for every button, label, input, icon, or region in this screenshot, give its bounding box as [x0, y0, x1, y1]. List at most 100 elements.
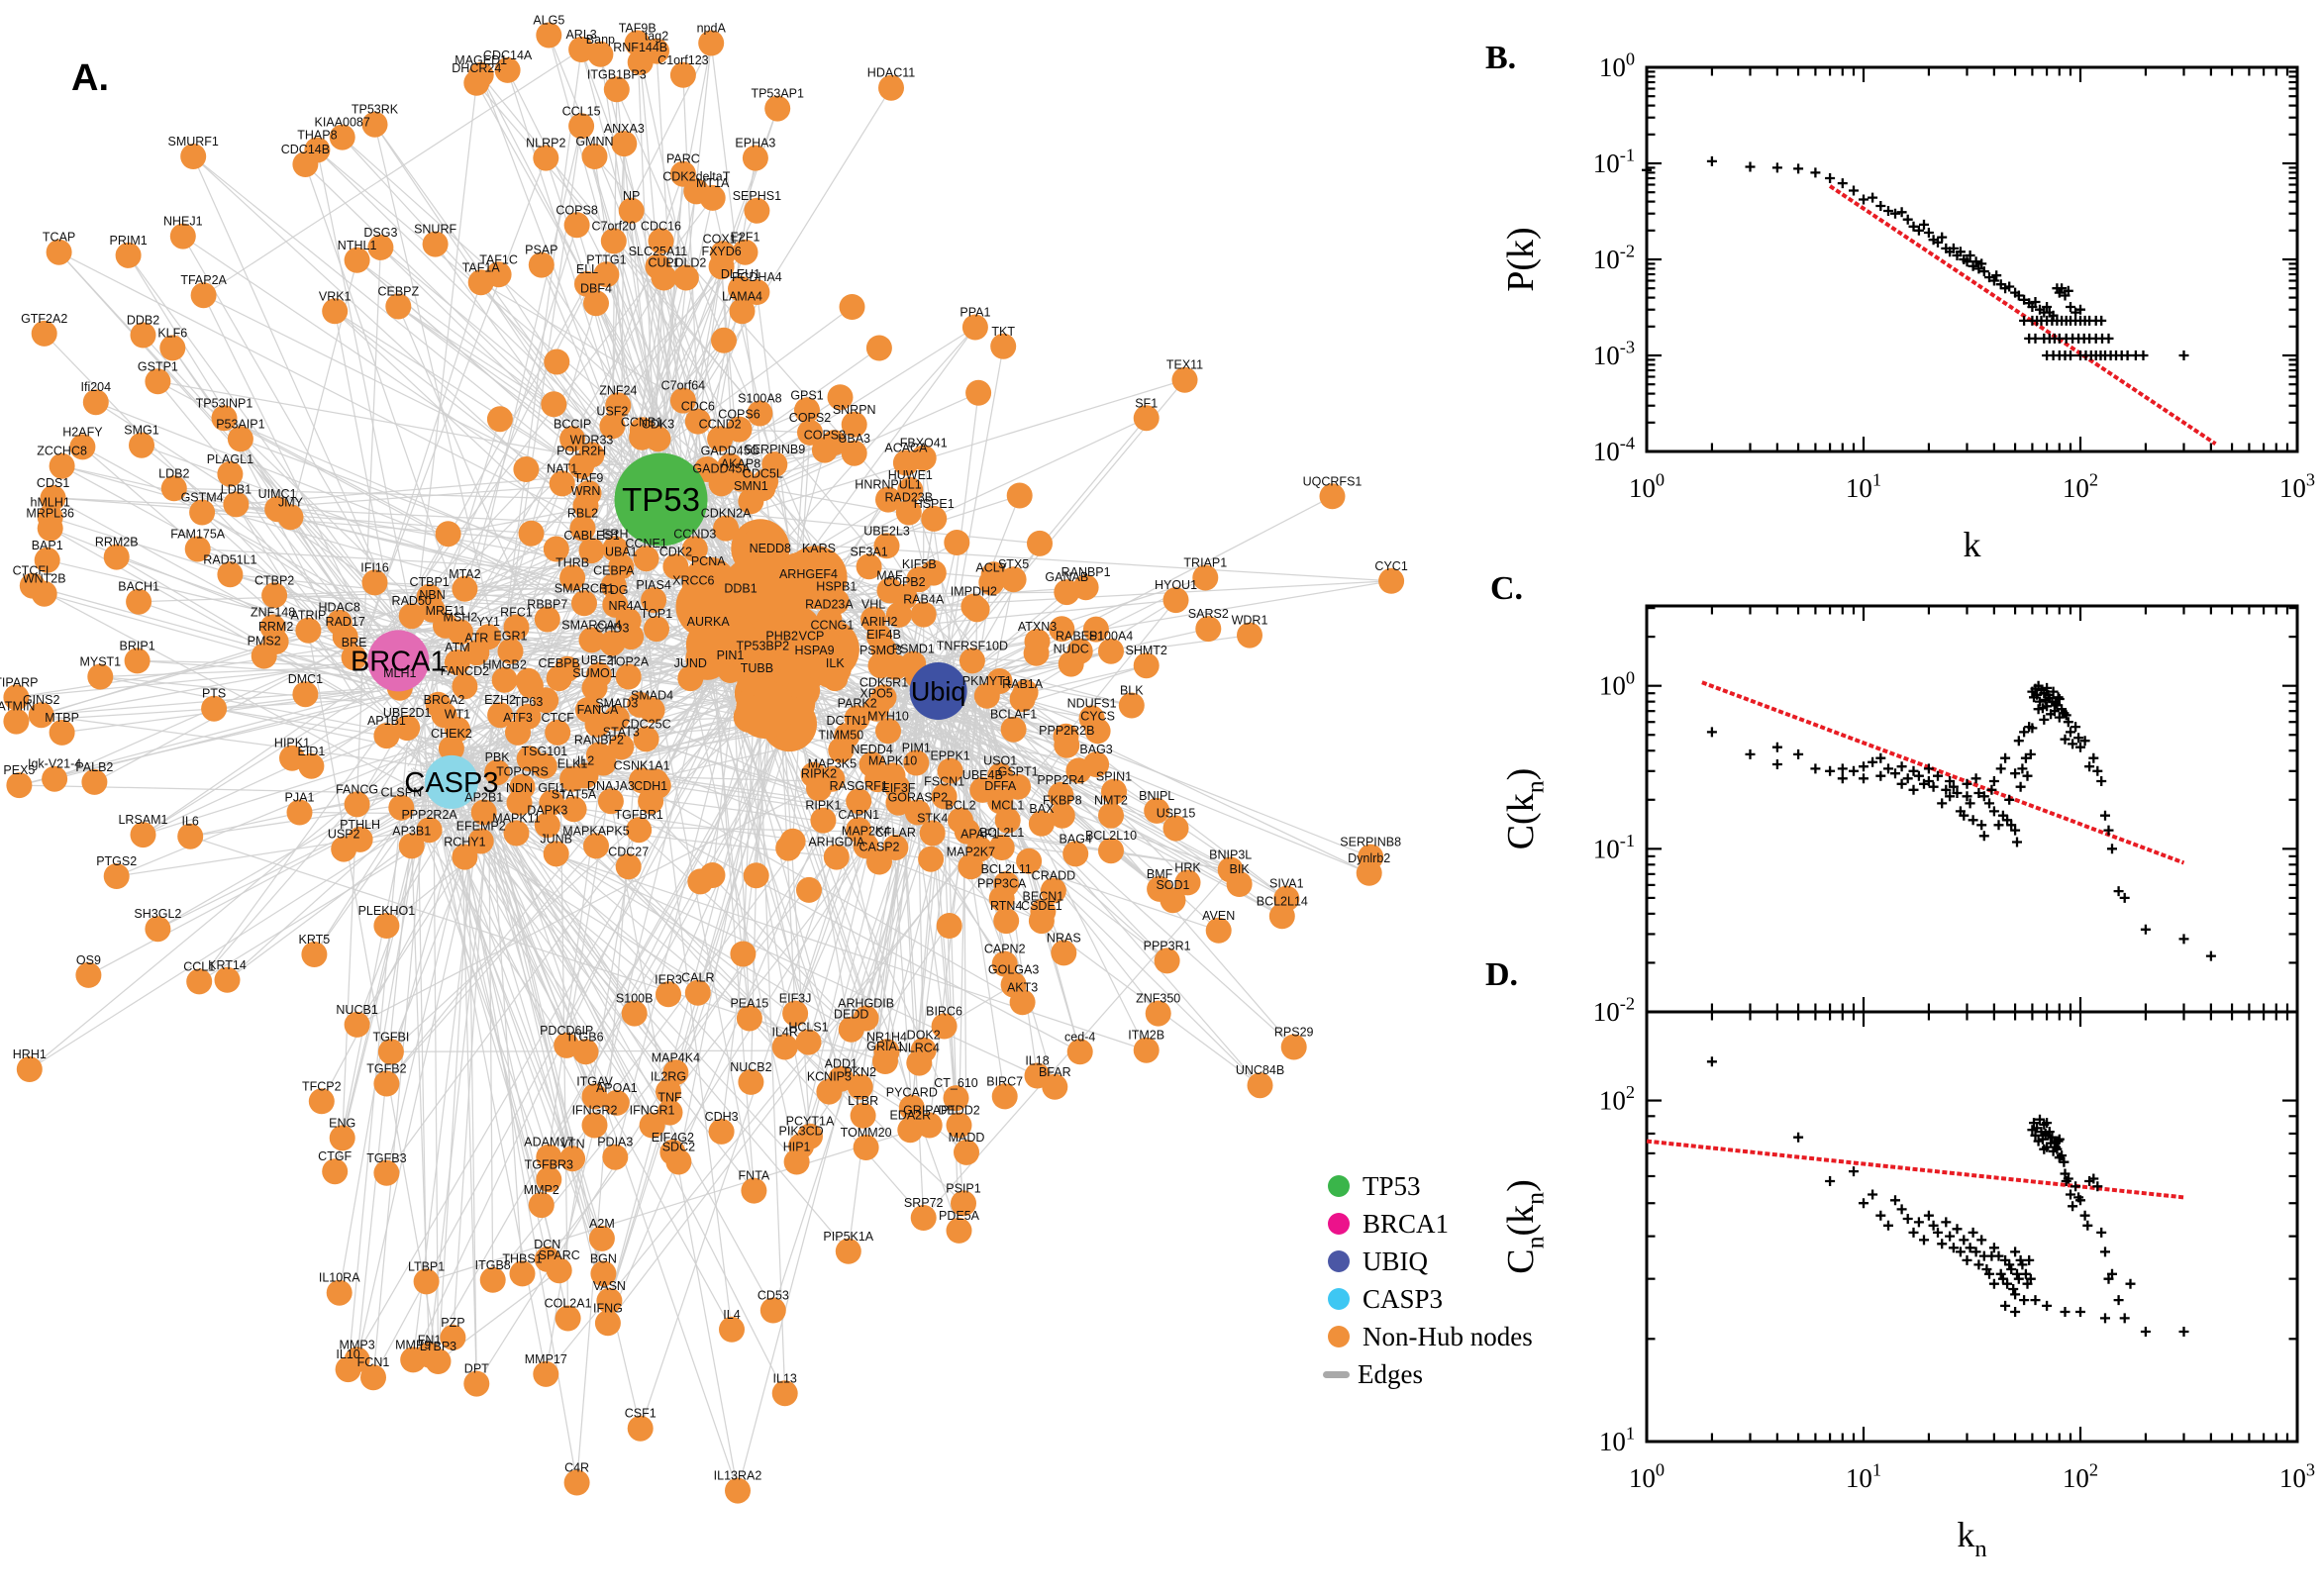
- svg-text:DLEU1: DLEU1: [721, 267, 760, 281]
- svg-text:TOPORS: TOPORS: [496, 765, 549, 779]
- svg-text:KLF6: KLF6: [157, 326, 187, 340]
- svg-text:TNF: TNF: [657, 1091, 682, 1105]
- svg-text:DHCR24: DHCR24: [452, 61, 501, 75]
- svg-text:RNF144B: RNF144B: [613, 41, 667, 54]
- svg-text:MAGED1: MAGED1: [454, 53, 507, 67]
- svg-text:RFC1: RFC1: [500, 606, 533, 620]
- svg-text:CABLES1: CABLES1: [563, 529, 619, 543]
- svg-text:MAPKAPK5: MAPKAPK5: [562, 824, 629, 838]
- svg-text:102: 102: [2063, 1460, 2098, 1493]
- svg-text:RAD23B: RAD23B: [884, 491, 933, 505]
- svg-text:IFI16: IFI16: [360, 560, 389, 574]
- legend-item-ubiq: UBIQ: [1328, 1243, 1533, 1280]
- svg-text:CCL15: CCL15: [562, 104, 601, 118]
- svg-text:TCAP: TCAP: [43, 231, 75, 245]
- svg-text:ATRIP: ATRIP: [290, 609, 326, 623]
- svg-text:HRK: HRK: [1174, 860, 1201, 874]
- svg-text:MT1A: MT1A: [696, 176, 730, 190]
- svg-text:EIF3J: EIF3J: [779, 992, 812, 1006]
- svg-text:CHD3: CHD3: [595, 622, 629, 636]
- svg-text:PTGS2: PTGS2: [96, 854, 137, 868]
- svg-text:tag2: tag2: [645, 30, 668, 44]
- svg-text:IFNG: IFNG: [593, 1301, 623, 1315]
- svg-text:NHEJ1: NHEJ1: [163, 215, 203, 229]
- svg-text:ADD1: ADD1: [825, 1057, 858, 1071]
- svg-text:MRE11: MRE11: [426, 604, 466, 618]
- svg-text:RRM2: RRM2: [258, 620, 293, 634]
- svg-text:MSH2: MSH2: [444, 610, 478, 624]
- svg-text:A2M: A2M: [589, 1217, 615, 1231]
- node-swatch-icon: [1328, 1175, 1350, 1197]
- svg-text:P(k): P(k): [1500, 227, 1542, 291]
- svg-text:CDC14B: CDC14B: [281, 143, 330, 156]
- svg-text:DAPK3: DAPK3: [527, 803, 567, 817]
- legend-item-label: TP53: [1363, 1170, 1421, 1201]
- svg-text:ZNF24: ZNF24: [599, 383, 637, 397]
- svg-text:CTGF: CTGF: [318, 1149, 352, 1163]
- svg-text:CCND2: CCND2: [699, 417, 742, 431]
- svg-text:npdA: npdA: [697, 22, 727, 36]
- svg-text:SMAD4: SMAD4: [631, 688, 673, 702]
- svg-text:EIF4G2: EIF4G2: [652, 1131, 694, 1145]
- svg-text:AURKA: AURKA: [687, 615, 731, 629]
- svg-text:HSPA9: HSPA9: [794, 644, 834, 657]
- svg-text:kn: kn: [1957, 1515, 1986, 1562]
- svg-text:RIPK1: RIPK1: [805, 799, 841, 813]
- svg-text:ARHGDIA: ARHGDIA: [808, 836, 865, 849]
- svg-text:MAPK11: MAPK11: [492, 812, 540, 826]
- svg-text:EIF3F: EIF3F: [881, 781, 915, 795]
- svg-text:HDAC11: HDAC11: [867, 66, 915, 80]
- svg-text:S100B: S100B: [616, 992, 654, 1006]
- svg-text:MMP2: MMP2: [524, 1183, 559, 1197]
- svg-text:PZP: PZP: [441, 1316, 464, 1330]
- svg-text:CASP2: CASP2: [859, 841, 900, 854]
- svg-text:TNFRSF10D: TNFRSF10D: [937, 639, 1008, 652]
- svg-text:Cn(kn): Cn(kn): [1500, 1179, 1550, 1274]
- svg-text:CUL1: CUL1: [649, 256, 680, 270]
- svg-text:103: 103: [2279, 1460, 2315, 1493]
- svg-text:GMNN: GMNN: [575, 135, 613, 149]
- svg-text:CDC25C: CDC25C: [622, 717, 671, 731]
- svg-text:BCL2L11: BCL2L11: [981, 862, 1032, 876]
- legend: TP53 BRCA1 UBIQ CASP3 Non-Hub nodes Edges: [1323, 1167, 1533, 1393]
- svg-text:SIVA1: SIVA1: [1269, 877, 1304, 891]
- svg-text:SNRPN: SNRPN: [833, 403, 876, 417]
- svg-text:ARL3: ARL3: [565, 28, 596, 42]
- svg-text:SMN1: SMN1: [734, 479, 768, 493]
- svg-text:ATM: ATM: [445, 641, 469, 654]
- svg-text:RBBP7: RBBP7: [527, 598, 567, 612]
- svg-text:TFCP2: TFCP2: [302, 1079, 342, 1093]
- svg-text:FANCG: FANCG: [336, 782, 378, 796]
- svg-text:DEDD2: DEDD2: [938, 1104, 979, 1118]
- svg-text:THRB: THRB: [556, 556, 589, 570]
- svg-text:PYCARD: PYCARD: [886, 1086, 938, 1100]
- svg-text:BIRC6: BIRC6: [926, 1005, 962, 1019]
- svg-text:AKT3: AKT3: [1007, 980, 1038, 994]
- svg-text:HSPE1: HSPE1: [914, 497, 955, 511]
- svg-text:PBK: PBK: [485, 750, 511, 764]
- svg-text:GORASP2: GORASP2: [888, 791, 948, 805]
- svg-text:TRIAP1: TRIAP1: [1183, 556, 1227, 570]
- svg-text:CTBP2: CTBP2: [254, 573, 294, 587]
- svg-text:PCDHA4: PCDHA4: [732, 270, 782, 284]
- svg-text:E2F1: E2F1: [731, 231, 760, 245]
- svg-text:EID1: EID1: [298, 745, 326, 758]
- non-hub-nodes: [3, 22, 1405, 1504]
- svg-text:CDH3: CDH3: [705, 1110, 739, 1124]
- svg-text:CD53: CD53: [758, 1289, 789, 1303]
- svg-text:THAP8: THAP8: [297, 129, 337, 143]
- svg-text:PIN1: PIN1: [717, 648, 745, 662]
- svg-text:USF2: USF2: [596, 404, 628, 418]
- svg-text:KRT14: KRT14: [208, 958, 247, 972]
- hub-tp53: [614, 452, 708, 547]
- svg-text:CDC6: CDC6: [681, 400, 715, 414]
- svg-text:WRN: WRN: [571, 484, 601, 498]
- legend-item-tp53: TP53: [1328, 1167, 1533, 1205]
- fit-line: [1701, 680, 2185, 865]
- svg-text:WDR33: WDR33: [570, 433, 614, 447]
- svg-text:MAP4K4: MAP4K4: [652, 1050, 700, 1064]
- svg-text:HCLS1: HCLS1: [788, 1021, 828, 1035]
- svg-text:CDK2deltaT: CDK2deltaT: [662, 169, 730, 183]
- svg-text:COPB2: COPB2: [883, 575, 925, 589]
- svg-text:CTBP1: CTBP1: [409, 575, 449, 589]
